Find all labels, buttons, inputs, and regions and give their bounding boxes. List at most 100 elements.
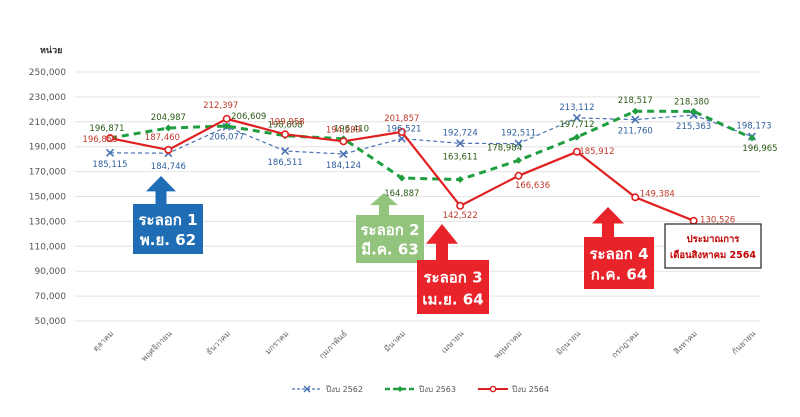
data-label: 199,958: [270, 117, 305, 127]
data-label: 206,609: [231, 112, 266, 122]
series-point-diamond: [573, 133, 581, 141]
data-label: 218,380: [674, 97, 709, 107]
x-tick-label: กุมภาพันธ์: [317, 328, 349, 360]
data-label: 163,611: [443, 153, 478, 163]
series-point-circle: [689, 216, 698, 225]
data-label: 184,746: [151, 162, 186, 172]
callout-box: [133, 204, 203, 254]
x-tick-label: พฤษภาคม: [492, 329, 524, 361]
x-tick-label: กรกฎาคม: [610, 329, 641, 360]
y-tick-label: 110,000: [29, 242, 66, 252]
data-label: 185,115: [92, 160, 127, 170]
callout-line1: ระลอก 1: [138, 211, 197, 229]
y-tick-label: 70,000: [35, 292, 67, 302]
data-label: 213,112: [559, 103, 594, 113]
callout-line2: พ.ย. 62: [140, 231, 196, 249]
series-point-circle: [514, 171, 523, 180]
x-tick-label: ธันวาคม: [205, 329, 233, 357]
data-label: 212,397: [203, 101, 238, 111]
series-point-diamond: [690, 107, 698, 115]
series-point-diamond: [748, 134, 756, 142]
data-labels-layer: 185,115 184,746 206,077 186,511 184,124 196,5…: [82, 96, 777, 226]
callout-box: [356, 215, 424, 263]
legend-marker: [397, 386, 403, 392]
x-tick-label: สิงหาคม: [672, 329, 699, 356]
x-tick-label: เมษายน: [439, 329, 465, 355]
data-label: 164,887: [384, 189, 419, 199]
data-label: 194,299: [326, 125, 361, 135]
point-stroke: [572, 113, 581, 122]
callout-line2: มี.ค. 63: [361, 240, 418, 258]
y-tick-labels: 250,000 230,000 210,000 190,000 170,000 150,0…: [29, 68, 66, 327]
series-point-x: [281, 146, 290, 156]
data-label: 215,363: [676, 122, 711, 132]
legend-label: ปีงบ 2562: [325, 385, 363, 394]
callout-arrow: [592, 207, 624, 237]
data-label: 196,521: [386, 125, 421, 135]
x-tick-label: ตุลาคม: [91, 329, 115, 353]
data-label: 130,526: [700, 216, 735, 226]
series-point-circle: [456, 201, 465, 210]
series-point-diamond: [515, 156, 523, 164]
data-label: 185,912: [579, 147, 614, 157]
data-label: 198,173: [736, 122, 771, 132]
callout-wave-1: ระลอก 1 พ.ย. 62: [133, 176, 203, 254]
series-point-circle: [397, 127, 406, 136]
callout-arrow: [146, 176, 176, 204]
point-stroke: [631, 115, 640, 124]
callout-box: [584, 237, 654, 289]
legend-marker: [303, 385, 311, 393]
callout-line1: ระลอก 2: [360, 221, 419, 239]
data-label: 186,511: [268, 158, 303, 168]
callout-line2: เม.ย. 64: [422, 290, 483, 308]
series-line-0: [109, 114, 753, 155]
series-point-circle: [106, 134, 115, 143]
series-point-diamond: [456, 176, 464, 184]
point-stroke: [514, 139, 523, 148]
y-tick-label: 150,000: [29, 193, 66, 203]
forecast-note-box: [664, 223, 762, 269]
series-point-circle: [572, 147, 581, 156]
x-tick-labels: ตุลาคม พฤศจิกายน ธันวาคม มกราคม กุมภาพันธ์ มี…: [91, 328, 758, 363]
legend-marker: [489, 385, 497, 393]
data-label: 149,384: [640, 189, 675, 199]
callout-wave-4: ระลอก 4 ก.ค. 64: [584, 207, 654, 289]
y-tick-label: 210,000: [29, 118, 66, 128]
data-label: 192,724: [443, 128, 478, 138]
y-tick-label: 50,000: [35, 317, 67, 327]
point-stroke: [339, 149, 348, 159]
legend-label: ปีงบ 2563: [418, 385, 456, 394]
x-tick-label: มิถุนายน: [555, 329, 583, 357]
data-label: 197,712: [559, 120, 594, 130]
series-point-x: [105, 148, 115, 157]
point-stroke: [105, 148, 115, 157]
point-stroke: [281, 146, 290, 156]
series-point-diamond: [164, 124, 172, 132]
data-label: 142,522: [443, 211, 478, 221]
data-label: 184,124: [326, 161, 361, 171]
series-point-circle: [222, 114, 231, 123]
series-point-x: [631, 115, 640, 124]
series-point-circle: [339, 137, 348, 146]
y-tick-label: 250,000: [29, 68, 66, 78]
series-point-x: [339, 149, 348, 159]
callout-wave-3: ระลอก 3 เม.ย. 64: [417, 224, 489, 314]
y-tick-label: 170,000: [29, 168, 66, 178]
callout-box: [417, 260, 489, 314]
data-label: 206,077: [209, 133, 244, 143]
legend: ปีงบ 2562 ปีงบ 2563 ปีงบ 2564: [292, 385, 549, 394]
data-label: 211,760: [618, 127, 653, 137]
series-point-x: [572, 113, 581, 122]
data-label: 204,987: [151, 113, 186, 123]
forecast-note: ประมาณการ เดือนสิงหาคม 2564: [664, 223, 762, 269]
x-tick-label: มีนาคม: [383, 329, 408, 354]
callout-line1: ระลอก 3: [423, 269, 482, 287]
data-label: 166,636: [515, 181, 550, 191]
data-label: 201,857: [384, 114, 419, 124]
series-point-x: [514, 139, 523, 148]
callout-arrow: [426, 224, 458, 260]
series-point-diamond: [223, 122, 231, 130]
data-label: 196,853: [82, 135, 117, 145]
data-label: 196,871: [89, 124, 124, 134]
